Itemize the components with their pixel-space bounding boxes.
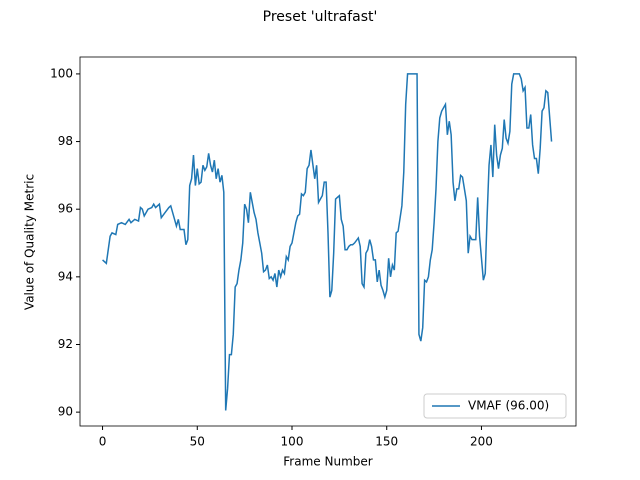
- x-tick-label: 150: [375, 435, 398, 449]
- y-tick-label: 90: [58, 405, 73, 419]
- y-tick-label: 92: [58, 337, 73, 351]
- series-line: [102, 73, 553, 411]
- legend-label: VMAF (96.00): [468, 399, 549, 413]
- x-tick-label: 100: [281, 435, 304, 449]
- legend-box: [423, 393, 567, 419]
- y-tick-label: 94: [58, 269, 73, 283]
- x-axis-label: Frame Number: [283, 455, 372, 469]
- y-tick-label: 96: [58, 202, 73, 216]
- y-axis-label: Value of Quality Metric: [23, 174, 37, 310]
- axes-frame: [79, 56, 577, 427]
- y-tick-label: 100: [50, 66, 73, 80]
- chart-title: Preset 'ultrafast': [263, 9, 378, 25]
- x-tick-label: 50: [190, 435, 205, 449]
- x-tick-label: 0: [99, 435, 107, 449]
- y-tick-label: 98: [58, 134, 73, 148]
- x-tick-label: 200: [470, 435, 493, 449]
